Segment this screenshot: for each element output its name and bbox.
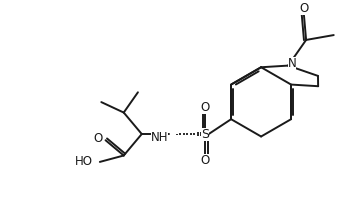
Text: O: O [201,154,210,167]
Text: O: O [299,2,308,15]
Text: O: O [94,132,103,145]
Text: HO: HO [75,155,93,169]
Text: N: N [288,58,296,70]
Text: NH: NH [151,131,168,144]
Text: S: S [201,128,210,141]
Text: O: O [201,101,210,114]
